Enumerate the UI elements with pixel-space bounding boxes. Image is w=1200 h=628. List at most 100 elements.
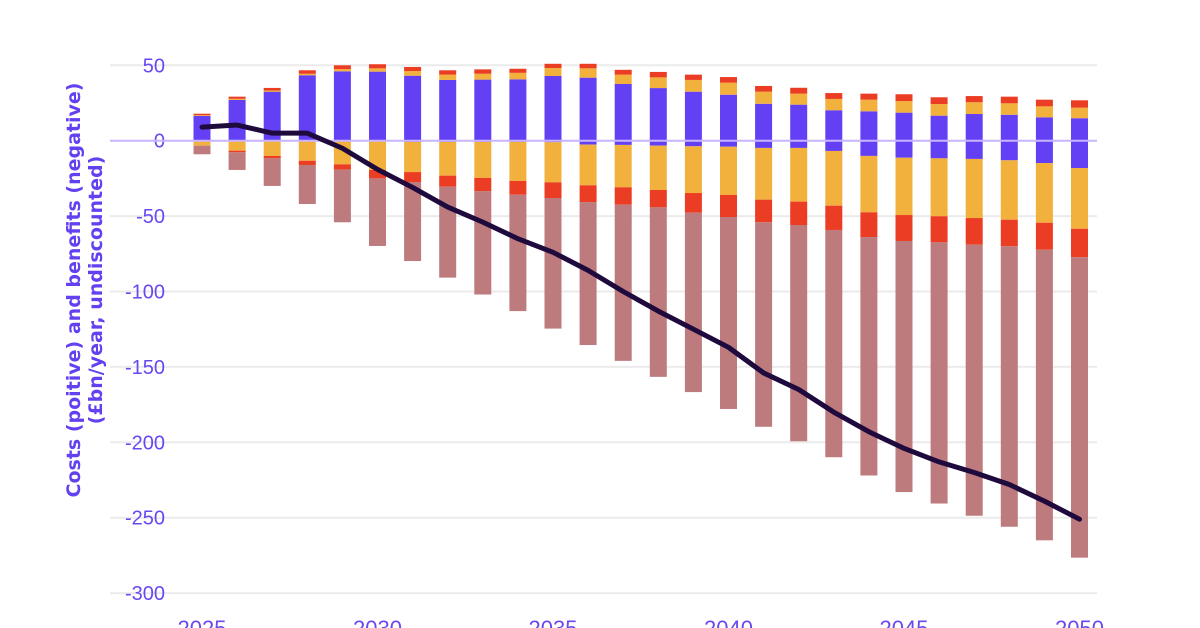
bar-segment-negative — [333, 164, 351, 170]
bar-segment-positive — [825, 110, 843, 141]
bar-segment-positive — [544, 63, 562, 69]
bar-segment-negative — [1000, 140, 1018, 161]
bar-segment-positive — [228, 96, 246, 99]
bar-segment-positive — [228, 99, 246, 141]
bar-segment-positive — [263, 90, 281, 92]
bar-segment-negative — [404, 141, 422, 173]
bar-segment-positive — [825, 98, 843, 111]
bar-segment-negative — [228, 140, 246, 151]
bar-segment-positive — [474, 79, 492, 141]
y-tick-label: -150 — [125, 357, 165, 379]
bar-segment-negative — [1035, 222, 1053, 250]
bar-segment-negative — [720, 140, 737, 147]
bar-segment-negative — [193, 145, 211, 155]
bar-segment-negative — [1000, 160, 1018, 220]
bar-segment-negative — [965, 158, 983, 219]
bar-segment-negative — [474, 141, 492, 178]
bar-segment-positive — [369, 71, 386, 141]
bar-segment-positive — [895, 101, 913, 113]
bar-segment-positive — [684, 79, 702, 92]
bar-segment-positive — [684, 74, 702, 80]
y-tick-label: -250 — [125, 508, 165, 530]
bar-segment-positive — [720, 82, 737, 95]
bar-segment-negative — [720, 146, 737, 195]
bar-segment-negative — [720, 194, 737, 218]
bar-segment-positive — [509, 68, 527, 73]
bar-segment-positive — [895, 112, 913, 141]
x-tick-label: 2050 — [1055, 616, 1104, 628]
bar-segment-positive — [614, 74, 632, 84]
x-tick-label: 2035 — [529, 616, 578, 628]
bar-segment-positive — [1000, 96, 1018, 104]
bar-segment-positive — [895, 94, 913, 102]
bar-segment-negative — [684, 212, 702, 393]
x-tick-label: 2025 — [178, 616, 227, 628]
bar-segment-positive — [1035, 106, 1053, 118]
bar-segment-negative — [930, 242, 948, 504]
bar-segment-negative — [298, 160, 316, 165]
bar-segment-positive — [860, 99, 878, 112]
bar-segment-positive — [579, 68, 597, 78]
bar-segment-negative — [895, 215, 913, 241]
bar-segment-negative — [895, 140, 913, 158]
bar-segment-positive — [930, 97, 948, 105]
bar-segment-positive — [755, 85, 773, 92]
bar-segment-positive — [263, 87, 281, 91]
bar-segment-negative — [895, 157, 913, 216]
bar-segment-negative — [1071, 257, 1088, 558]
bar-segment-negative — [263, 155, 281, 159]
bar-segment-positive — [228, 98, 246, 100]
bar-segment-positive — [720, 94, 737, 141]
bar-segment-positive — [1071, 118, 1088, 141]
bar-segment-negative — [579, 202, 597, 346]
bar-segment-positive — [439, 70, 457, 75]
bar-segment-positive — [193, 115, 211, 116]
bar-segment-positive — [930, 104, 948, 116]
bar-segment-negative — [930, 216, 948, 243]
y-tick-label: -100 — [125, 282, 165, 304]
bar-segment-negative — [439, 186, 457, 278]
y-tick-label: 50 — [143, 55, 165, 77]
bar-segment-negative — [1035, 249, 1053, 541]
bar-segment-positive — [439, 79, 457, 141]
bar-segment-positive — [333, 65, 351, 70]
bar-segment-positive — [1035, 117, 1053, 141]
bar-segment-negative — [509, 194, 527, 312]
bar-segment-positive — [298, 75, 316, 141]
bar-segment-positive — [790, 93, 808, 105]
bar-segment-negative — [228, 152, 246, 170]
bar-segment-negative — [544, 198, 562, 329]
bar-segment-negative — [1000, 246, 1018, 527]
bar-segment-negative — [755, 199, 773, 223]
bar-segment-negative — [684, 146, 702, 194]
bar-segment-negative — [263, 140, 281, 156]
bar-segment-negative — [649, 207, 667, 377]
bar-segment-positive — [930, 115, 948, 141]
bar-segment-positive — [860, 93, 878, 100]
y-axis-ticks: 500-50-100-150-200-250-300 — [125, 55, 165, 605]
bar-segment-negative — [755, 140, 773, 148]
bar-segment-positive — [790, 104, 808, 141]
bar-segment-negative — [369, 140, 386, 170]
bar-segment-negative — [860, 212, 878, 238]
bar-segment-positive — [684, 91, 702, 141]
bar-segment-negative — [474, 177, 492, 192]
bar-segment-negative — [860, 140, 878, 156]
bar-segment-negative — [965, 218, 983, 245]
bar-segment-negative — [790, 147, 808, 202]
bar-segment-negative — [333, 169, 351, 223]
bar-segment-negative — [825, 205, 843, 230]
bar-segment-negative — [1000, 219, 1018, 247]
bar-segment-negative — [860, 155, 878, 213]
bar-segment-positive — [614, 83, 632, 141]
bar-segment-negative — [825, 229, 843, 458]
bar-segment-negative — [579, 185, 597, 203]
bar-segment-positive — [439, 74, 457, 80]
bar-segment-negative — [1071, 228, 1088, 258]
bar-segment-negative — [1035, 163, 1053, 223]
bar-segment-negative — [439, 141, 457, 176]
bar-segment-negative — [790, 201, 808, 225]
x-axis-ticks: 2025 2030 2035 2040 2045 2050 — [178, 616, 1104, 628]
bar-segment-negative — [1071, 140, 1088, 168]
